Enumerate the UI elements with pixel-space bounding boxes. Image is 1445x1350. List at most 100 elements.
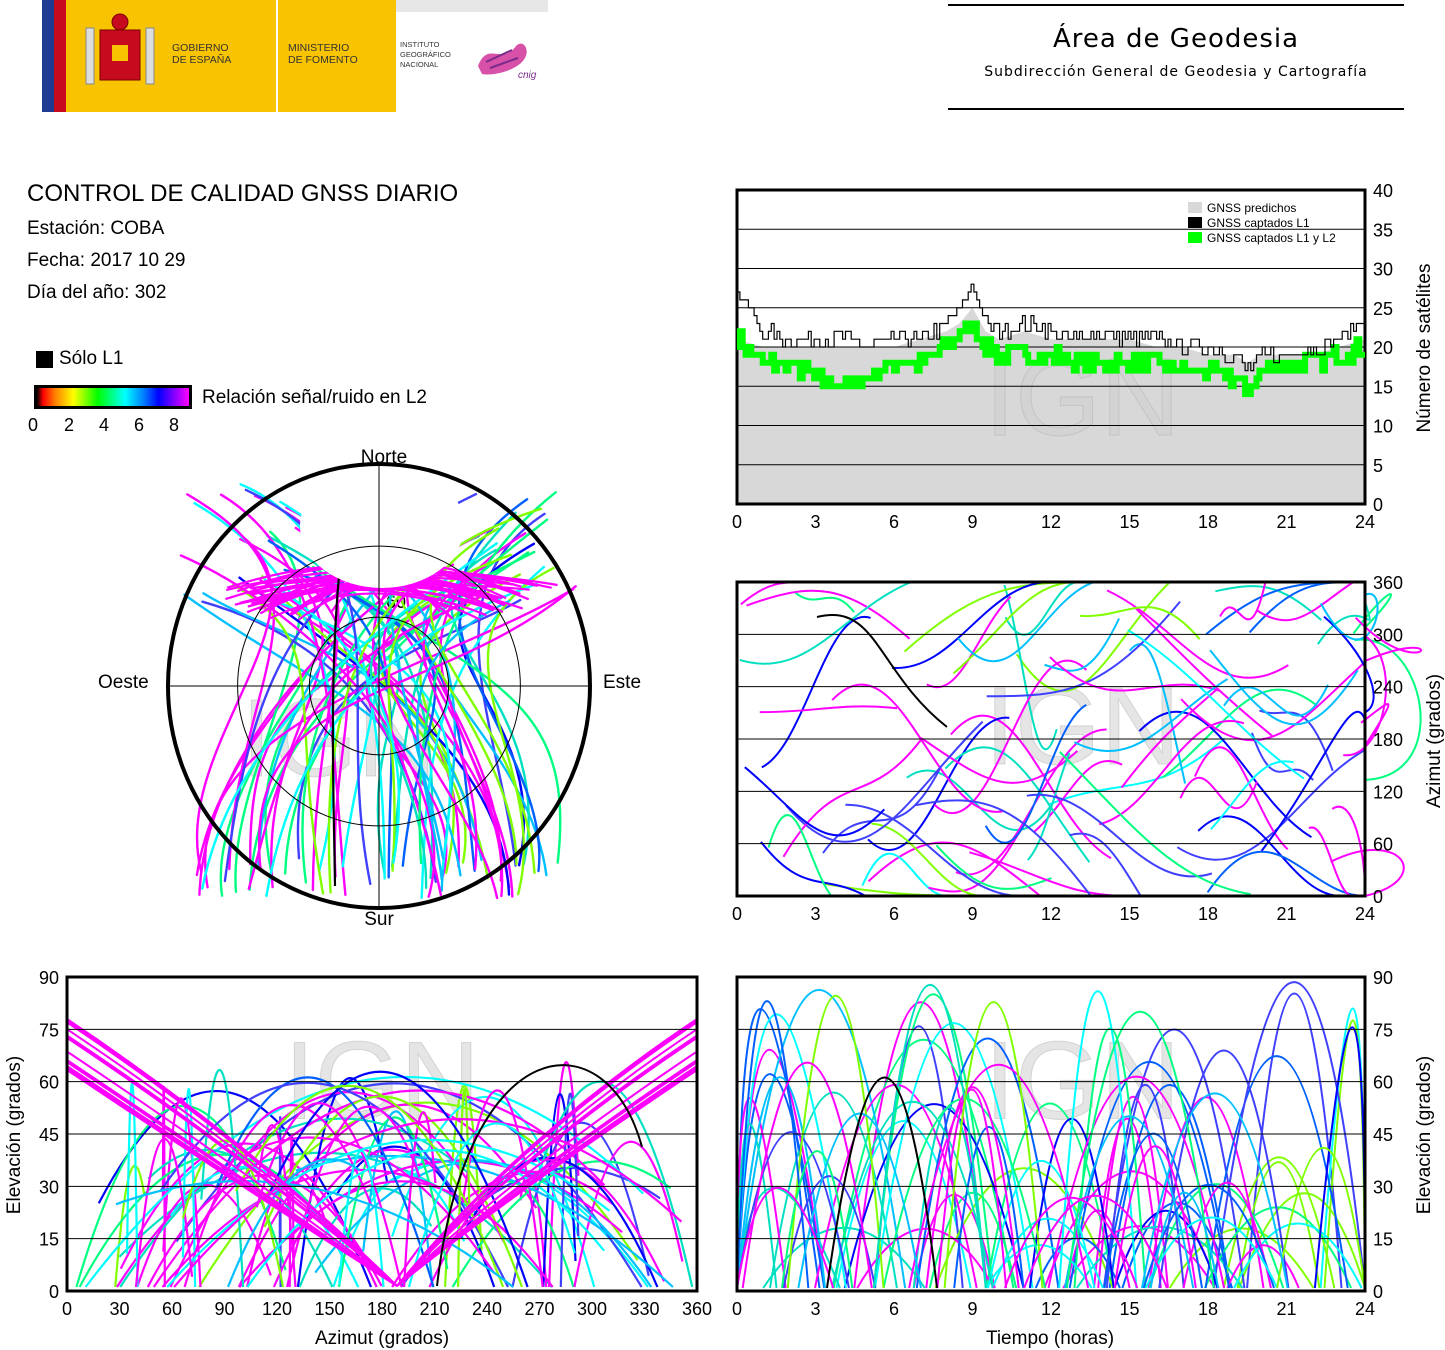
satellite-track xyxy=(761,615,871,769)
satellite-track xyxy=(219,493,347,896)
satellite-track xyxy=(429,527,536,874)
count-ytick-label: 25 xyxy=(1373,299,1393,319)
snr-tick: 4 xyxy=(99,415,110,435)
snr-colorbar xyxy=(34,385,192,409)
sky-west-label: Oeste xyxy=(98,672,149,693)
satellite-track xyxy=(794,592,855,613)
elt-ytick-label: 45 xyxy=(1373,1125,1393,1145)
elaz-tracks xyxy=(66,1018,698,1288)
ign-watermark: IGN xyxy=(985,665,1181,788)
count-xtick-label: 3 xyxy=(810,512,820,530)
elaz-ytick-label: 75 xyxy=(39,1020,59,1040)
sky-south-label: Sur xyxy=(364,909,394,930)
gov-line-1: GOBIERNO xyxy=(172,42,229,54)
ign-text: INSTITUTO GEOGRÁFICO NACIONAL xyxy=(400,40,451,70)
az-xtick-label: 0 xyxy=(732,904,742,924)
satellite-track xyxy=(251,587,495,609)
satellite-track xyxy=(1313,1026,1366,1289)
satellite-track xyxy=(396,1061,698,1287)
satellite-track xyxy=(736,1123,778,1289)
satellite-track xyxy=(136,1183,272,1288)
satellite-track xyxy=(1260,711,1366,852)
satellite-track xyxy=(477,512,546,867)
satellite-track xyxy=(162,1097,202,1288)
only-l1-track xyxy=(826,1076,938,1289)
satellite-track xyxy=(1079,606,1201,640)
cnig-logo-icon xyxy=(478,43,527,75)
satellite-track xyxy=(1204,1055,1349,1289)
satellite-track xyxy=(290,1180,554,1288)
report-date: Fecha: 2017 10 29 xyxy=(27,250,186,271)
elaz-xtick-label: 0 xyxy=(62,1299,72,1319)
satellite-track xyxy=(1209,649,1359,726)
satellite-track xyxy=(511,1121,650,1288)
satellite-track xyxy=(66,1061,398,1287)
satellite-track xyxy=(1049,656,1221,692)
satellite-track xyxy=(736,1073,826,1289)
satellite-track xyxy=(573,1140,684,1288)
satellite-track xyxy=(985,1102,1115,1289)
satellite-track xyxy=(953,1126,1025,1289)
satellite-track xyxy=(928,832,1020,893)
elaz-ytick-label: 60 xyxy=(39,1073,59,1093)
satellite-track xyxy=(915,799,1092,897)
legend-label: GNSS captados L1 xyxy=(1207,216,1310,230)
elaz-ytick-label: 0 xyxy=(49,1282,59,1302)
report-title: CONTROL DE CALIDAD GNSS DIARIO xyxy=(27,180,459,207)
snr-tick: 2 xyxy=(64,415,75,435)
az-xtick-label: 21 xyxy=(1276,904,1296,924)
count-xtick-label: 21 xyxy=(1276,512,1296,530)
satellite-track xyxy=(986,600,1181,698)
satellite-track xyxy=(1044,618,1120,672)
coat-of-arms-icon xyxy=(85,13,155,85)
ministry-line-1: MINISTERIO xyxy=(288,42,350,54)
satellite-track xyxy=(256,1124,297,1288)
sky-north-hole xyxy=(300,464,464,588)
satellite-track xyxy=(873,983,988,1289)
satellite-track xyxy=(84,1075,644,1288)
satellite-track xyxy=(767,814,833,897)
satellite-track xyxy=(741,1061,873,1289)
elt-ytick-label: 60 xyxy=(1373,1073,1393,1093)
satellite-track xyxy=(1113,1209,1219,1289)
cnig-text: cnig xyxy=(518,70,537,81)
satellite-track xyxy=(740,581,808,606)
elt-ytick-label: 30 xyxy=(1373,1177,1393,1197)
satellite-track xyxy=(1141,1092,1289,1289)
series-captured-l1-line xyxy=(737,283,1365,372)
az-xtick-label: 6 xyxy=(889,904,899,924)
gov-block: GOBIERNO DE ESPAÑA xyxy=(66,0,276,112)
satellite-track xyxy=(1134,606,1273,737)
elt-ytick-label: 0 xyxy=(1373,1282,1383,1302)
satellite-track xyxy=(736,1186,835,1289)
satellite-track xyxy=(66,1050,398,1287)
satellite-track xyxy=(1063,1115,1195,1289)
satellite-track xyxy=(991,1217,1104,1289)
count-xtick-label: 24 xyxy=(1355,512,1375,530)
elt-ytick-label: 90 xyxy=(1373,968,1393,988)
satellite-track xyxy=(1206,850,1366,897)
count-xtick-label: 0 xyxy=(732,512,742,530)
satellite-track xyxy=(1236,1161,1321,1289)
satellite-track xyxy=(1255,581,1354,622)
az-ytick-label: 180 xyxy=(1373,730,1403,750)
legend-swatch xyxy=(1188,232,1202,243)
count-ytick-label: 30 xyxy=(1373,260,1393,280)
elaz-xtick-label: 150 xyxy=(314,1299,344,1319)
satellite-track xyxy=(263,578,401,864)
satellite-track xyxy=(933,659,1088,815)
count-xtick-label: 18 xyxy=(1198,512,1218,530)
az-xtick-label: 24 xyxy=(1355,904,1375,924)
satellite-track xyxy=(920,737,1079,784)
satellite-track xyxy=(125,1082,139,1288)
satellite-track xyxy=(736,988,907,1289)
satellite-track xyxy=(1127,629,1305,780)
satellite-track xyxy=(861,852,947,897)
elt-plot-frame xyxy=(735,975,1367,1293)
count-xtick-label: 12 xyxy=(1041,512,1061,530)
elt-xtick-label: 0 xyxy=(732,1299,742,1319)
satellite-track xyxy=(1065,1209,1131,1289)
satellite-track xyxy=(396,1019,698,1287)
satellite-track xyxy=(759,705,898,714)
station-name: Estación: COBA xyxy=(27,218,165,239)
